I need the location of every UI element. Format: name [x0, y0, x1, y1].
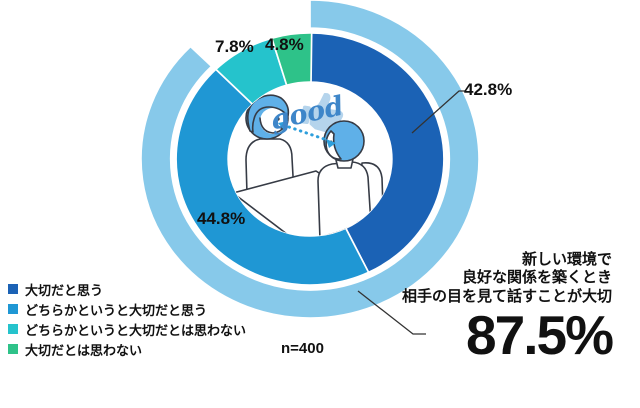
legend: 大切だと思う どちらかというと大切だと思う どちらかというと大切だとは思わない … — [8, 279, 246, 359]
man-figure — [317, 120, 373, 236]
summary-percentage: 87.5% — [466, 303, 614, 366]
pct-label-segment1: 42.8% — [464, 80, 513, 99]
legend-label-3: どちらかというと大切だとは思わない — [25, 322, 247, 338]
leader-line-segment1 — [411, 90, 466, 134]
legend-swatch-3 — [8, 324, 18, 334]
donut-rings — [140, 0, 480, 319]
sample-size-label: n=400 — [281, 340, 324, 357]
pct-label-segment3: 7.8% — [215, 37, 254, 56]
legend-item-1: 大切だと思う — [8, 279, 246, 299]
pct-label-segment2: 44.8% — [197, 209, 246, 228]
annotation-line-3: 相手の目を見て話すことが大切 — [401, 287, 612, 305]
legend-swatch-2 — [8, 304, 18, 314]
legend-item-2: どちらかというと大切だと思う — [8, 299, 246, 319]
legend-label-4: 大切だとは思わない — [25, 342, 143, 358]
eye-contact-arrow — [278, 121, 336, 148]
legend-swatch-4 — [8, 344, 18, 354]
legend-label-2: どちらかというと大切だと思う — [25, 302, 208, 318]
summary-ring-arc — [140, 0, 480, 319]
summary-annotation: 新しい環境で 良好な関係を築くとき 相手の目を見て話すことが大切 87.5% — [401, 251, 614, 366]
pct-label-segment4: 4.8% — [265, 35, 304, 54]
annotation-line-1: 新しい環境で — [521, 251, 612, 268]
center-illustration: good — [228, 82, 392, 236]
legend-label-1: 大切だと思う — [25, 282, 104, 298]
legend-item-4: 大切だとは思わない — [8, 339, 246, 359]
leader-line-summary — [357, 290, 426, 335]
legend-item-3: どちらかというと大切だとは思わない — [8, 319, 246, 339]
legend-swatch-1 — [8, 284, 18, 294]
annotation-line-2: 良好な関係を築くとき — [461, 269, 612, 287]
